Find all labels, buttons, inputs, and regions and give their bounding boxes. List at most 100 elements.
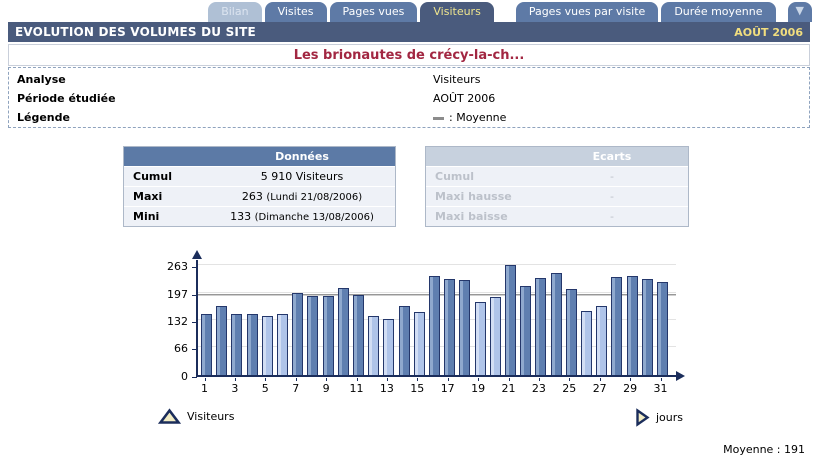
donnees-table: Données Cumul 5 910 Visiteurs Maxi 263 (… <box>123 146 396 227</box>
bar-day-22 <box>520 286 532 375</box>
y-axis-tick-label: 263 <box>167 260 188 273</box>
x-axis-tick-label: 23 <box>531 382 546 395</box>
bar-day-16 <box>429 276 440 375</box>
x-axis-tick-label: 25 <box>562 382 577 395</box>
bar-day-19 <box>474 302 486 375</box>
x-axis-tick <box>630 378 632 381</box>
y-axis-tick <box>192 377 197 378</box>
bar-day-5 <box>261 316 273 375</box>
y-axis-tick-label: 132 <box>167 314 188 328</box>
bar-day-30 <box>641 279 653 375</box>
info-row-legende: Légende : Moyenne <box>9 109 809 128</box>
bar-day-25 <box>565 289 577 375</box>
y-axis-tick-label: 0 <box>181 370 188 383</box>
x-axis-tick <box>478 378 480 381</box>
gridline <box>198 264 676 265</box>
x-axis-tick <box>326 378 328 381</box>
x-axis-tick <box>295 378 297 381</box>
info-label: Analyse <box>17 73 66 86</box>
y-axis-legend-label: Visiteurs <box>187 410 235 423</box>
info-value: AOÛT 2006 <box>433 92 496 105</box>
y-axis-tick <box>192 349 197 351</box>
x-axis-tick-label: 13 <box>379 382 394 395</box>
info-value: : Moyenne <box>433 111 506 124</box>
bar-day-31 <box>657 282 668 375</box>
x-axis-tick-label: 5 <box>261 382 269 395</box>
chevron-down-icon: ▼ <box>795 4 804 17</box>
bar-day-27 <box>596 306 608 375</box>
y-axis-arrow-icon <box>192 250 202 259</box>
visitors-bar-chart: 0 66 132 197 263 1 3 5 7 9 11 13 15 17 19 21 23 25 27 29 31 <box>150 250 710 398</box>
tab-pages-vues-par-visite[interactable]: Pages vues par visite <box>515 2 659 22</box>
tab-bar: Bilan Visites Pages vues Visiteurs Pages vue… <box>0 2 812 22</box>
x-axis-tick <box>569 378 571 381</box>
x-axis-tick-label: 9 <box>322 382 330 395</box>
bar-day-23 <box>535 278 547 375</box>
x-axis-tick <box>204 378 206 381</box>
bar-day-4 <box>246 314 258 375</box>
x-axis-arrow-icon <box>676 371 685 381</box>
bar-day-14 <box>398 306 410 375</box>
bar-day-21 <box>505 265 516 375</box>
period-badge: AOÛT 2006 <box>734 25 803 39</box>
triangle-up-icon <box>158 408 181 424</box>
info-value: Visiteurs <box>433 73 481 86</box>
page-title: EVOLUTION DES VOLUMES DU SITE <box>15 25 256 39</box>
y-axis-tick-label: 197 <box>167 287 188 301</box>
x-axis-tick-label: 19 <box>471 382 486 395</box>
bar-day-10 <box>337 288 349 375</box>
donnees-table-header: Données <box>124 147 395 166</box>
bar-day-24 <box>550 273 562 375</box>
bar-day-13 <box>383 319 395 375</box>
tabs-overflow-dropdown[interactable]: ▼ <box>787 2 812 22</box>
bar-day-8 <box>307 296 319 375</box>
table-row: Maxi 263 (Lundi 21/08/2006) <box>124 186 395 206</box>
table-row: Cumul 5 910 Visiteurs <box>124 166 395 186</box>
bar-day-18 <box>459 280 471 375</box>
y-axis-tick-label: 66 <box>174 342 188 356</box>
ecarts-table: Ecarts Cumul - Maxi hausse - Maxi baisse… <box>425 146 689 227</box>
info-label: Période étudiée <box>17 92 116 105</box>
bar-day-9 <box>322 296 334 375</box>
average-line-swatch <box>433 116 444 120</box>
ecarts-table-header: Ecarts <box>426 147 688 166</box>
x-axis-tick <box>508 378 510 381</box>
table-row: Maxi baisse - <box>426 206 688 226</box>
x-axis-legend-label: jours <box>656 411 684 424</box>
x-axis-tick <box>356 378 358 381</box>
x-axis-tick <box>599 378 601 381</box>
x-axis-tick <box>265 378 267 381</box>
tab-dur-e-moyenne[interactable]: Durée moyenne <box>661 2 776 22</box>
y-axis-tick <box>192 267 197 268</box>
x-axis-tick-label: 7 <box>292 382 300 395</box>
info-row-analyse: Analyse Visiteurs <box>9 71 809 90</box>
bar-day-15 <box>413 312 425 375</box>
bar-day-3 <box>231 314 243 375</box>
bar-day-2 <box>216 306 228 375</box>
y-axis-tick <box>192 321 197 323</box>
tab-bilan[interactable]: Bilan <box>208 2 262 22</box>
x-axis-tick-label: 29 <box>623 382 638 395</box>
x-axis-tick <box>386 378 388 381</box>
average-footer: Moyenne : 191 <box>723 443 805 456</box>
bar-day-12 <box>368 316 380 375</box>
analysis-info-box: Analyse Visiteurs Période étudiée AOÛT 2… <box>8 67 810 128</box>
table-row: Mini 133 (Dimanche 13/08/2006) <box>124 206 395 226</box>
ecarts-table-title: Ecarts <box>592 150 632 163</box>
table-row: Cumul - <box>426 166 688 186</box>
bar-day-26 <box>581 311 592 375</box>
x-axis-tick-label: 17 <box>440 382 455 395</box>
tab-visiteurs[interactable]: Visiteurs <box>420 2 494 22</box>
x-axis-tick-label: 15 <box>410 382 425 395</box>
bar-day-29 <box>626 276 638 375</box>
x-axis-tick <box>417 378 419 381</box>
tab-pages-vues[interactable]: Pages vues <box>329 2 418 22</box>
bar-day-7 <box>292 293 304 375</box>
x-axis-tick <box>538 378 540 381</box>
x-axis-tick <box>234 378 236 381</box>
triangle-right-icon <box>636 408 650 427</box>
y-axis-tick <box>192 294 197 296</box>
tab-visites[interactable]: Visites <box>264 2 327 22</box>
bar-day-20 <box>489 297 501 375</box>
